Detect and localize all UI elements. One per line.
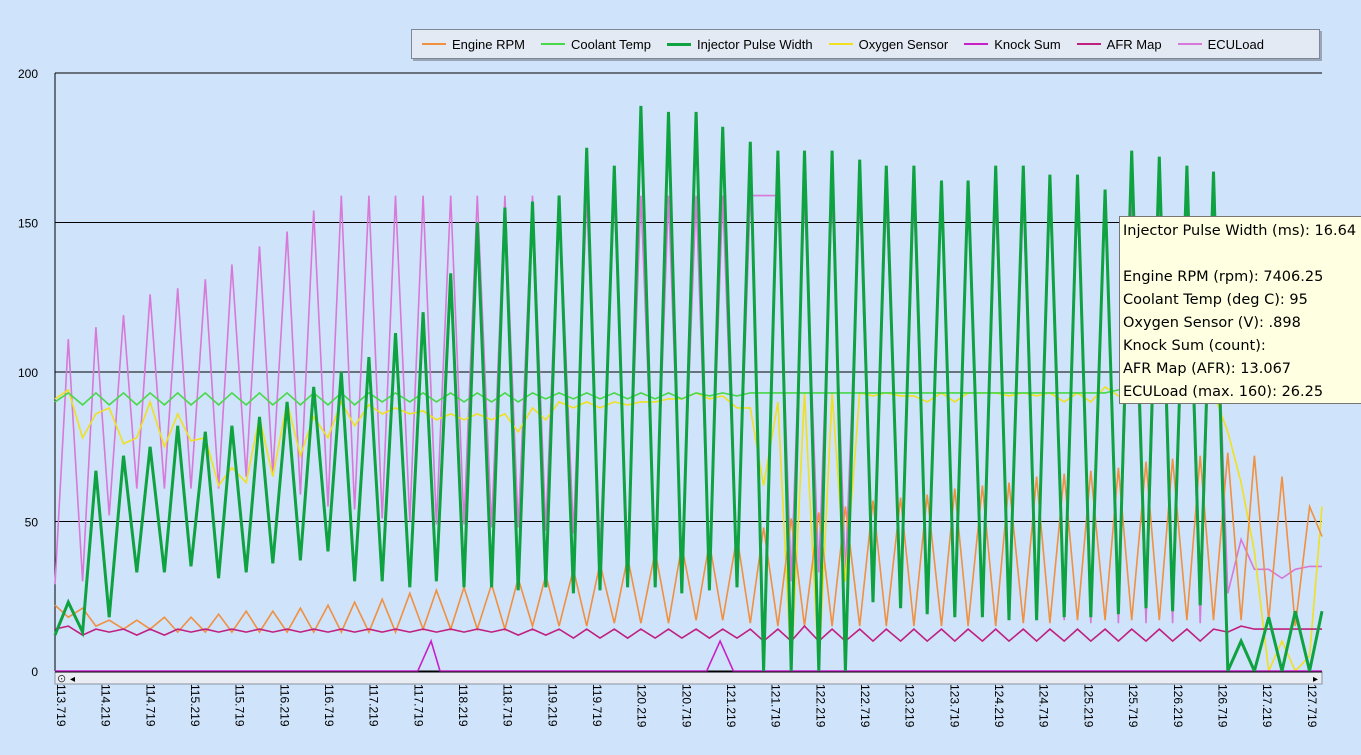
y-tick-label: 50 bbox=[25, 516, 39, 530]
y-tick-label: 100 bbox=[18, 366, 38, 380]
tooltip-line: Knock Sum (count): bbox=[1123, 338, 1266, 354]
legend-entry: ECULoad bbox=[1177, 36, 1264, 52]
x-tick-label: 117.219 bbox=[367, 684, 381, 727]
x-tick-label: 122.719 bbox=[858, 684, 872, 728]
x-tick-label: 119.719 bbox=[590, 684, 604, 727]
zoom-reset-icon[interactable]: ⊙ bbox=[57, 672, 66, 685]
legend-entry: Knock Sum bbox=[964, 36, 1061, 52]
x-tick-label: 124.219 bbox=[992, 684, 1006, 728]
x-tick-label: 113.719 bbox=[54, 684, 68, 727]
tooltip-line: ECULoad (max. 160): 26.25 bbox=[1123, 384, 1324, 400]
legend-entry: Coolant Temp bbox=[540, 36, 651, 52]
data-tooltip: Injector Pulse Width (ms): 16.64 Engine … bbox=[1119, 216, 1361, 404]
x-tick-label: 126.219 bbox=[1171, 684, 1185, 728]
legend-swatch bbox=[828, 43, 853, 45]
chart-legend: Engine RPM Coolant Temp Injector Pulse Wid… bbox=[411, 29, 1320, 59]
legend-swatch bbox=[666, 42, 691, 46]
x-tick-label: 115.219 bbox=[188, 684, 202, 727]
legend-entry: Oxygen Sensor bbox=[828, 36, 949, 52]
x-tick-label: 127.719 bbox=[1305, 684, 1319, 728]
legend-swatch bbox=[964, 43, 989, 45]
legend-swatch bbox=[1076, 43, 1101, 45]
x-tick-label: 118.219 bbox=[456, 684, 470, 727]
legend-swatch bbox=[540, 43, 565, 45]
legend-entry: Injector Pulse Width bbox=[666, 36, 813, 52]
x-tick-label: 121.719 bbox=[769, 684, 783, 728]
x-tick-label: 116.719 bbox=[322, 684, 336, 727]
x-tick-label: 117.719 bbox=[411, 684, 425, 727]
y-tick-label: 150 bbox=[18, 217, 38, 231]
x-tick-label: 120.719 bbox=[679, 684, 693, 728]
x-scrollbar-track bbox=[54, 671, 1323, 685]
tooltip-line: Coolant Temp (deg C): 95 bbox=[1123, 292, 1308, 308]
legend-entry: Engine RPM bbox=[422, 37, 525, 52]
legend-label: Coolant Temp bbox=[570, 36, 651, 52]
x-tick-label: 114.219 bbox=[99, 684, 113, 727]
x-tick-label: 121.219 bbox=[724, 684, 738, 728]
x-tick-label: 127.219 bbox=[1260, 684, 1274, 728]
tooltip-header: Injector Pulse Width (ms): 16.64 bbox=[1123, 223, 1357, 239]
x-tick-label: 123.719 bbox=[947, 684, 961, 728]
legend-entry: AFR Map bbox=[1076, 36, 1162, 52]
legend-label: Injector Pulse Width bbox=[696, 36, 813, 52]
x-tick-label: 122.219 bbox=[813, 684, 827, 728]
x-tick-label: 126.719 bbox=[1215, 684, 1229, 728]
legend-label: AFR Map bbox=[1106, 36, 1162, 52]
x-tick-label: 125.219 bbox=[1081, 684, 1095, 728]
series-line-afr-map bbox=[54, 624, 1322, 643]
x-tick-label: 116.219 bbox=[277, 684, 291, 727]
x-tick-label: 115.719 bbox=[233, 684, 247, 727]
scroll-right-arrow[interactable]: ▸ bbox=[1313, 674, 1318, 685]
y-tick-label: 0 bbox=[31, 665, 38, 679]
legend-label: ECULoad bbox=[1207, 36, 1264, 52]
tooltip-line: Engine RPM (rpm): 7406.25 bbox=[1123, 269, 1324, 285]
series-line-engine-rpm bbox=[54, 452, 1323, 635]
legend-label: Knock Sum bbox=[994, 36, 1061, 52]
tooltip-line: AFR Map (AFR): 13.067 bbox=[1123, 361, 1292, 377]
series-line-injector-pulse-width bbox=[53, 105, 1324, 676]
scroll-left-arrow[interactable]: ◂ bbox=[70, 674, 75, 685]
x-tick-label: 119.219 bbox=[545, 684, 559, 727]
x-tick-label: 125.719 bbox=[1126, 684, 1140, 728]
x-tick-label: 114.719 bbox=[143, 684, 157, 727]
tooltip-line: Oxygen Sensor (V): .898 bbox=[1123, 315, 1301, 331]
legend-label: Oxygen Sensor bbox=[858, 36, 949, 52]
series-line-knock-sum bbox=[55, 638, 1322, 672]
x-tick-label: 120.219 bbox=[635, 684, 649, 728]
y-tick-label: 200 bbox=[18, 67, 38, 81]
x-tick-label: 124.719 bbox=[1037, 684, 1051, 728]
x-tick-label: 118.719 bbox=[501, 684, 515, 727]
legend-swatch bbox=[1177, 43, 1202, 45]
x-tick-label: 123.219 bbox=[903, 684, 917, 728]
legend-swatch bbox=[422, 43, 446, 45]
legend-label: Engine RPM bbox=[452, 36, 525, 52]
